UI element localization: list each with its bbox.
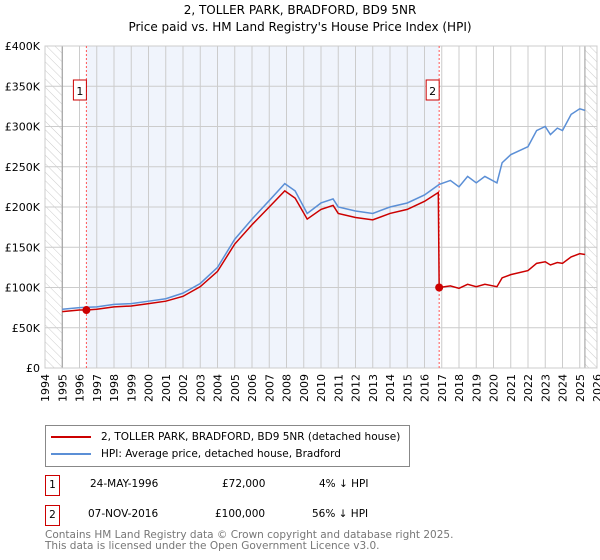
x-tick-label: 2017: [436, 374, 449, 402]
chart-title: 2, TOLLER PARK, BRADFORD, BD9 5NR: [184, 3, 417, 17]
x-tick-label: 2014: [384, 374, 397, 402]
x-tick-label: 2016: [419, 374, 432, 402]
x-tick-label: 2000: [143, 374, 156, 402]
x-tick-label: 1996: [74, 374, 87, 402]
y-tick-label: £250K: [5, 161, 41, 174]
x-tick-label: 2019: [470, 374, 483, 402]
sale-point: [82, 306, 91, 315]
legend-item-hpi: HPI: Average price, detached house, Brad…: [46, 446, 341, 462]
x-tick-label: 2006: [246, 374, 259, 402]
legend-label: HPI: Average price, detached house, Brad…: [101, 448, 341, 460]
transaction-number: 1: [45, 475, 60, 496]
transaction-date: 24-MAY-1996: [90, 478, 159, 490]
footer-copyright: Contains HM Land Registry data © Crown c…: [45, 529, 454, 541]
chart-subtitle: Price paid vs. HM Land Registry's House …: [128, 20, 471, 34]
x-tick-label: 2025: [574, 374, 587, 402]
transaction-price: £72,000: [222, 478, 266, 490]
legend: 2, TOLLER PARK, BRADFORD, BD9 5NR (detac…: [45, 425, 410, 467]
legend-label: 2, TOLLER PARK, BRADFORD, BD9 5NR (detac…: [101, 431, 401, 443]
x-tick-label: 2013: [367, 374, 380, 402]
x-tick-label: 2022: [522, 374, 535, 402]
x-tick-label: 2020: [488, 374, 501, 402]
series-line-hpi: [62, 107, 586, 310]
transaction-date: 07-NOV-2016: [88, 508, 159, 520]
transaction-row: 1 24-MAY-1996 £72,000 4% ↓ HPI: [45, 475, 445, 496]
y-tick-label: £0: [26, 362, 40, 375]
x-tick-label: 1998: [108, 374, 121, 402]
x-tick-label: 2010: [315, 374, 328, 402]
x-tick-label: 1997: [91, 374, 104, 402]
y-tick-label: £300K: [5, 121, 41, 134]
legend-item-property: 2, TOLLER PARK, BRADFORD, BD9 5NR (detac…: [46, 429, 400, 445]
x-tick-label: 2021: [505, 374, 518, 402]
x-tick-label: 1995: [56, 374, 69, 402]
x-tick-label: 2003: [194, 374, 207, 402]
transaction-hpi: 4% ↓ HPI: [319, 478, 369, 490]
x-tick-label: 1999: [125, 374, 138, 402]
y-tick-label: £150K: [5, 241, 41, 254]
x-tick-label: 2001: [160, 374, 173, 402]
legend-swatch-red: [51, 436, 91, 438]
footer: Contains HM Land Registry data © Crown c…: [45, 530, 453, 552]
x-tick-label: 2011: [332, 374, 345, 402]
x-tick-label: 2007: [263, 374, 276, 402]
x-tick-label: 1994: [39, 374, 52, 402]
x-tick-label: 2008: [281, 374, 294, 402]
x-tick-label: 2009: [298, 374, 311, 402]
x-tick-label: 2023: [539, 374, 552, 402]
y-tick-label: £400K: [5, 40, 41, 53]
sale-label: 1: [76, 85, 83, 98]
x-tick-label: 2002: [177, 374, 190, 402]
sale-label: 2: [429, 85, 436, 98]
y-tick-label: £350K: [5, 80, 41, 93]
x-tick-label: 2005: [229, 374, 242, 402]
transaction-row: 2 07-NOV-2016 £100,000 56% ↓ HPI: [45, 505, 445, 526]
x-tick-label: 2024: [557, 374, 570, 402]
sale-label-box: [72, 79, 87, 101]
x-tick-label: 2012: [350, 374, 363, 402]
transaction-number: 2: [45, 505, 60, 526]
x-tick-label: 2015: [401, 374, 414, 402]
footer-licence: This data is licensed under the Open Gov…: [45, 540, 380, 552]
sale-point: [435, 283, 444, 292]
series-line-property: [62, 189, 586, 313]
x-tick-label: 2018: [453, 374, 466, 402]
y-tick-label: £200K: [5, 201, 41, 214]
x-tick-label: 2004: [212, 374, 225, 402]
y-tick-label: £100K: [5, 282, 41, 295]
sale-label-box: [425, 79, 440, 101]
transaction-price: £100,000: [215, 508, 266, 520]
y-tick-label: £50K: [12, 322, 41, 335]
plot-frame: [44, 45, 598, 369]
price-chart: 2, TOLLER PARK, BRADFORD, BD9 5NR Price …: [5, 3, 600, 402]
x-tick-label: 2026: [591, 374, 600, 402]
legend-swatch-blue: [51, 453, 91, 455]
transaction-hpi: 56% ↓ HPI: [312, 508, 369, 520]
